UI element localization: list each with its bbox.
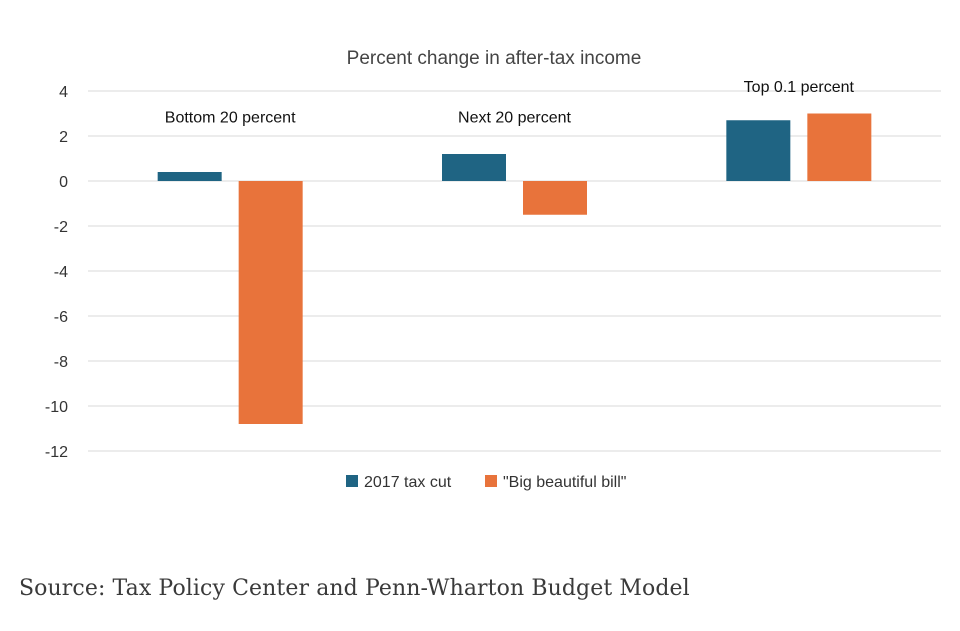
y-tick-label: -8 [54,354,68,371]
bar-chart: Percent change in after-tax income 4 2 0 -2… [45,48,941,491]
gridlines [88,90,941,452]
legend-swatch [485,475,497,487]
legend-label: "Big beautiful bill" [503,474,626,491]
y-axis-ticks: 4 2 0 -2 -4 -6 -8 -10 -12 [45,84,68,461]
y-tick-label: -12 [45,444,68,461]
y-tick-label: -4 [54,264,68,281]
y-tick-label: 0 [59,174,68,191]
bar-series-1-0 [157,172,222,181]
source-note: Source: Tax Policy Center and Penn-Whart… [19,576,690,601]
y-tick-label: 2 [59,129,68,146]
bar-series-2-1 [523,181,587,215]
category-labels: Bottom 20 percent Next 20 percent Top 0.1 … [165,79,855,126]
bar-series-2-0 [238,181,303,424]
y-tick-label: -10 [45,399,68,416]
legend-swatch [346,475,358,487]
legend: 2017 tax cut "Big beautiful bill" [346,474,626,491]
chart-title: Percent change in after-tax income [347,48,642,69]
y-tick-label: -6 [54,309,68,326]
bars [157,113,872,424]
category-label: Next 20 percent [458,110,572,127]
category-label: Bottom 20 percent [165,110,296,127]
legend-label: 2017 tax cut [364,474,452,491]
y-tick-label: 4 [59,84,68,101]
category-label: Top 0.1 percent [744,79,855,96]
bar-series-2-2 [807,113,872,181]
bar-series-1-1 [442,154,506,181]
bar-series-1-2 [726,120,791,181]
y-tick-label: -2 [54,219,68,236]
